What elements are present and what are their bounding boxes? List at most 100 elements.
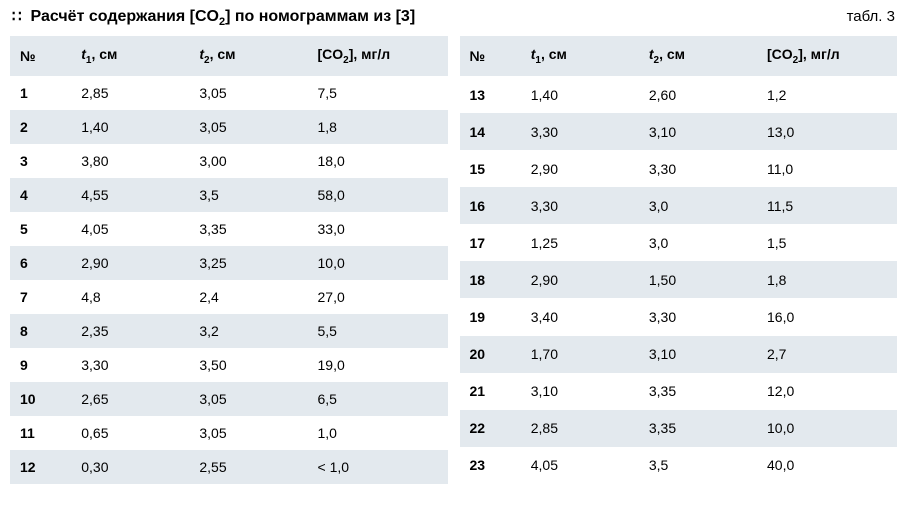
table-row: 21,403,051,8 — [10, 110, 448, 144]
cell-t2: 3,05 — [189, 76, 307, 110]
cell-t1: 2,85 — [71, 76, 189, 110]
cell-t2: 2,4 — [189, 280, 307, 314]
table-row: 234,053,540,0 — [460, 447, 898, 484]
cell-t2: 3,30 — [639, 298, 757, 335]
cell-co2: 11,5 — [757, 187, 897, 224]
cell-co2: 10,0 — [308, 246, 448, 280]
table-row: 120,302,55< 1,0 — [10, 450, 448, 484]
cell-co2: 1,0 — [308, 416, 448, 450]
table-row: 74,82,427,0 — [10, 280, 448, 314]
cell-t2: 3,05 — [189, 110, 307, 144]
cell-n: 23 — [460, 447, 521, 484]
cell-t2: 3,10 — [639, 336, 757, 373]
cell-n: 11 — [10, 416, 71, 450]
table-head-right: № t1, см t2, см [CO2], мг/л — [460, 36, 898, 76]
co2-suffix: ], мг/л — [798, 46, 839, 62]
title-suffix: ] по номограммам из [3] — [225, 8, 415, 25]
col-header-t1: t1, см — [521, 36, 639, 76]
table-row: 163,303,011,5 — [460, 187, 898, 224]
cell-t2: 3,5 — [639, 447, 757, 484]
cell-co2: 1,2 — [757, 76, 897, 113]
cell-t1: 3,30 — [521, 113, 639, 150]
cell-t1: 2,90 — [71, 246, 189, 280]
cell-n: 22 — [460, 410, 521, 447]
cell-t2: 1,50 — [639, 261, 757, 298]
tables-container: № t1, см t2, см [CO2], мг/л 12,853,057,5… — [10, 36, 897, 484]
co2-prefix: [CO — [318, 46, 344, 62]
table-row: 93,303,5019,0 — [10, 348, 448, 382]
cell-t1: 2,85 — [521, 410, 639, 447]
cell-n: 20 — [460, 336, 521, 373]
cell-t2: 3,35 — [189, 212, 307, 246]
cell-n: 7 — [10, 280, 71, 314]
cell-t1: 4,05 — [521, 447, 639, 484]
col-header-t1: t1, см — [71, 36, 189, 76]
co2-suffix: ], мг/л — [349, 46, 390, 62]
cell-t2: 3,05 — [189, 382, 307, 416]
cell-t1: 2,65 — [71, 382, 189, 416]
cell-t2: 3,25 — [189, 246, 307, 280]
table-body-left: 12,853,057,521,403,051,833,803,0018,044,… — [10, 76, 448, 484]
table-row: 193,403,3016,0 — [460, 298, 898, 335]
cell-co2: 12,0 — [757, 373, 897, 410]
cell-co2: 10,0 — [757, 410, 897, 447]
cell-co2: 19,0 — [308, 348, 448, 382]
cell-co2: 1,8 — [308, 110, 448, 144]
header-row-left: № t1, см t2, см [CO2], мг/л — [10, 36, 448, 76]
cell-t1: 1,25 — [521, 224, 639, 261]
table-row: 33,803,0018,0 — [10, 144, 448, 178]
col-header-n: № — [460, 36, 521, 76]
cell-n: 17 — [460, 224, 521, 261]
cell-co2: 2,7 — [757, 336, 897, 373]
col-n-label: № — [20, 48, 36, 64]
table-body-right: 131,402,601,2143,303,1013,0152,903,3011,… — [460, 76, 898, 484]
cell-t2: 3,5 — [189, 178, 307, 212]
cell-co2: 5,5 — [308, 314, 448, 348]
cell-t2: 2,60 — [639, 76, 757, 113]
table-row: 182,901,501,8 — [460, 261, 898, 298]
table-row: 44,553,558,0 — [10, 178, 448, 212]
table-row: 102,653,056,5 — [10, 382, 448, 416]
col-header-t2: t2, см — [189, 36, 307, 76]
cell-co2: 16,0 — [757, 298, 897, 335]
table-row: 82,353,25,5 — [10, 314, 448, 348]
cell-co2: 27,0 — [308, 280, 448, 314]
cell-n: 4 — [10, 178, 71, 212]
cell-n: 16 — [460, 187, 521, 224]
cell-t1: 1,40 — [521, 76, 639, 113]
table-row: 54,053,3533,0 — [10, 212, 448, 246]
cell-co2: 1,5 — [757, 224, 897, 261]
cell-t2: 3,35 — [639, 373, 757, 410]
cell-n: 5 — [10, 212, 71, 246]
cell-n: 9 — [10, 348, 71, 382]
col-header-co2: [CO2], мг/л — [757, 36, 897, 76]
cell-t1: 4,05 — [71, 212, 189, 246]
col-header-co2: [CO2], мг/л — [308, 36, 448, 76]
cell-co2: < 1,0 — [308, 450, 448, 484]
cell-co2: 58,0 — [308, 178, 448, 212]
table-row: 201,703,102,7 — [460, 336, 898, 373]
t2-unit: , см — [210, 46, 236, 62]
cell-n: 12 — [10, 450, 71, 484]
cell-n: 1 — [10, 76, 71, 110]
cell-t1: 3,40 — [521, 298, 639, 335]
t1-unit: , см — [91, 46, 117, 62]
cell-n: 13 — [460, 76, 521, 113]
table-row: 143,303,1013,0 — [460, 113, 898, 150]
t1-unit: , см — [541, 46, 567, 62]
cell-n: 2 — [10, 110, 71, 144]
cell-co2: 13,0 — [757, 113, 897, 150]
cell-t2: 2,55 — [189, 450, 307, 484]
t2-unit: , см — [659, 46, 685, 62]
table-row: 171,253,01,5 — [460, 224, 898, 261]
col-header-t2: t2, см — [639, 36, 757, 76]
col-n-label: № — [470, 48, 486, 64]
cell-n: 10 — [10, 382, 71, 416]
cell-t1: 4,55 — [71, 178, 189, 212]
cell-n: 19 — [460, 298, 521, 335]
table-row: 213,103,3512,0 — [460, 373, 898, 410]
table-head-left: № t1, см t2, см [CO2], мг/л — [10, 36, 448, 76]
cell-co2: 40,0 — [757, 447, 897, 484]
table-header-row: ∷ Расчёт содержания [CO2] по номограммам… — [10, 8, 897, 28]
cell-co2: 6,5 — [308, 382, 448, 416]
